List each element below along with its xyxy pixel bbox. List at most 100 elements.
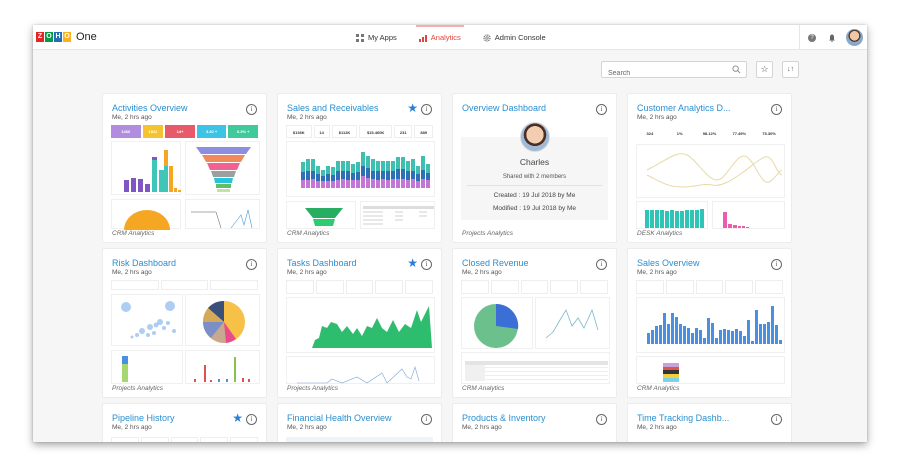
kpi-tile xyxy=(111,437,139,442)
dashboard-card[interactable]: Financial Health Overview Me, 2 hrs ago … xyxy=(277,403,442,442)
nav-my-apps[interactable]: My Apps xyxy=(345,25,408,50)
kpi-tile xyxy=(725,280,754,294)
kpi-tile xyxy=(748,437,783,442)
card-title[interactable]: Sales Overview xyxy=(637,258,700,268)
main-nav: My Apps Analytics Admin Console xyxy=(345,25,557,50)
kpi-row xyxy=(636,280,783,294)
bell-icon[interactable] xyxy=(828,34,836,42)
dashboard-card[interactable]: Activities Overview Me, 2 hrs ago i 1466… xyxy=(102,93,267,243)
dashboard-card[interactable]: Sales Overview Me, 2 hrs ago i xyxy=(627,248,792,398)
kpi-row xyxy=(111,280,259,290)
kpi-tile xyxy=(345,280,374,294)
dashboard-preview xyxy=(461,280,610,384)
header-actions: ? xyxy=(799,25,867,50)
kpi-tile: 231 xyxy=(393,125,413,138)
dashboard-card[interactable]: Customer Analytics D... Me, 2 hrs ago i … xyxy=(627,93,792,243)
dashboard-toolbar: ☆ ↓↑ xyxy=(601,61,799,81)
card-title[interactable]: Activities Overview xyxy=(112,103,188,113)
dashboard-card[interactable]: Time Tracking Dashb... Me, 2 hrs ago i xyxy=(627,403,792,442)
nav-label: Admin Console xyxy=(494,33,546,42)
user-avatar[interactable] xyxy=(846,29,863,46)
zoho-logo-icon: Z O H O xyxy=(36,32,71,42)
star-filled-icon[interactable]: ★ xyxy=(232,411,243,425)
info-icon[interactable]: i xyxy=(246,414,257,425)
owner-avatar xyxy=(520,122,550,152)
dashboard-preview xyxy=(286,280,435,384)
bar-chart xyxy=(185,350,260,384)
info-icon[interactable]: i xyxy=(246,104,257,115)
nav-analytics[interactable]: Analytics xyxy=(408,25,472,50)
info-icon[interactable]: i xyxy=(596,104,607,115)
card-source: Projects Analytics xyxy=(287,385,339,392)
search-icon[interactable] xyxy=(732,65,741,74)
line-chart xyxy=(535,297,610,349)
search-box xyxy=(601,61,747,81)
kpi-tile xyxy=(111,280,159,290)
favorites-button[interactable]: ☆ xyxy=(756,61,773,78)
card-subtitle: Me, 2 hrs ago xyxy=(637,114,677,121)
created-info: Created : 19 Jul 2018 by Me xyxy=(493,192,576,199)
card-title[interactable]: Sales and Receivables xyxy=(287,103,379,113)
info-icon[interactable]: i xyxy=(421,259,432,270)
card-title[interactable]: Time Tracking Dashb... xyxy=(637,413,730,423)
gear-icon xyxy=(483,33,491,42)
kpi-tile xyxy=(170,437,199,442)
card-subtitle: Me, 2 hrs ago xyxy=(462,424,502,431)
card-title[interactable]: Pipeline History xyxy=(112,413,175,423)
star-filled-icon[interactable]: ★ xyxy=(407,101,418,115)
dashboard-card[interactable]: Products & Inventory Me, 2 hrs ago i xyxy=(452,403,617,442)
info-icon[interactable]: i xyxy=(421,104,432,115)
dashboard-card[interactable]: Risk Dashboard Me, 2 hrs ago i xyxy=(102,248,267,398)
kpi-tile: 75.30% xyxy=(762,131,776,136)
logo-letter: O xyxy=(45,32,53,42)
kpi-row xyxy=(461,280,608,294)
info-icon[interactable]: i xyxy=(771,414,782,425)
card-source: CRM Analytics xyxy=(462,385,505,392)
kpi-tile xyxy=(230,437,258,442)
dashboard-card[interactable]: Overview Dashboard i Charles Shared with… xyxy=(452,93,617,243)
card-title[interactable]: Risk Dashboard xyxy=(112,258,177,268)
card-title[interactable]: Closed Revenue xyxy=(462,258,529,268)
logo-letter: H xyxy=(54,32,62,42)
modified-info: Modified : 19 Jul 2018 by Me xyxy=(492,205,577,212)
nav-admin-console[interactable]: Admin Console xyxy=(472,25,557,50)
data-table xyxy=(461,352,610,384)
info-icon[interactable]: i xyxy=(246,259,257,270)
dashboard-card[interactable]: Closed Revenue Me, 2 hrs ago i xyxy=(452,248,617,398)
data-table xyxy=(360,201,435,229)
card-title[interactable]: Products & Inventory xyxy=(462,413,546,423)
kpi-row: 1466 1922 14+ 3.82 + 6.3% + xyxy=(111,125,259,138)
card-title[interactable]: Customer Analytics D... xyxy=(637,103,731,113)
kpi-tile: 3.82 + xyxy=(196,125,227,138)
area-chart xyxy=(286,297,435,353)
dashboard-grid: Activities Overview Me, 2 hrs ago i 1466… xyxy=(102,93,792,442)
line-chart xyxy=(286,356,435,384)
card-title[interactable]: Tasks Dashboard xyxy=(287,258,357,268)
kpi-tile xyxy=(636,437,671,442)
sort-button[interactable]: ↓↑ xyxy=(782,61,799,78)
kpi-tile: $112K xyxy=(331,125,358,138)
star-filled-icon[interactable]: ★ xyxy=(407,256,418,270)
info-icon[interactable]: i xyxy=(421,414,432,425)
card-title[interactable]: Financial Health Overview xyxy=(287,413,392,423)
card-title[interactable]: Overview Dashboard xyxy=(462,103,547,113)
info-icon[interactable]: i xyxy=(771,104,782,115)
info-icon[interactable]: i xyxy=(596,259,607,270)
kpi-tile xyxy=(580,280,608,294)
kpi-tile: 98.12% xyxy=(702,131,717,136)
kpi-tile: 6.3% + xyxy=(228,125,259,138)
help-icon[interactable]: ? xyxy=(808,33,816,42)
kpi-tile: 1466 xyxy=(111,125,141,138)
bar-chart xyxy=(636,297,785,353)
kpi-tile: 14 xyxy=(313,125,330,138)
dashboard-card[interactable]: Pipeline History Me, 2 hrs ago ★ i xyxy=(102,403,267,442)
info-icon[interactable]: i xyxy=(596,414,607,425)
zoho-one-logo[interactable]: Z O H O One xyxy=(36,31,97,43)
info-icon[interactable]: i xyxy=(771,259,782,270)
dashboard-card[interactable]: Sales and Receivables Me, 2 hrs ago ★ i … xyxy=(277,93,442,243)
search-input[interactable] xyxy=(602,66,727,81)
nav-label: My Apps xyxy=(368,33,397,42)
brand-name: One xyxy=(76,31,97,43)
dashboard-card[interactable]: Tasks Dashboard Me, 2 hrs ago ★ i xyxy=(277,248,442,398)
gauge-chart xyxy=(111,199,181,230)
